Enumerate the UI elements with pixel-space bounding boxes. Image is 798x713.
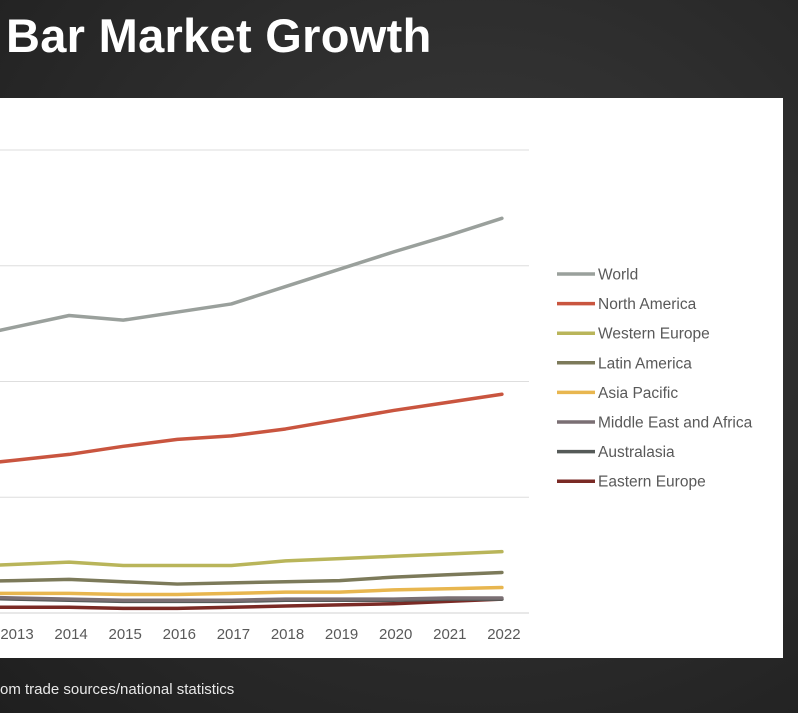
- x-tick-label: 2021: [433, 626, 466, 643]
- legend-label: Eastern Europe: [598, 474, 706, 491]
- x-tick-label: 2016: [163, 626, 196, 643]
- series-line: [0, 585, 504, 597]
- legend-label: North America: [598, 296, 697, 313]
- x-tick-label: 2017: [217, 626, 250, 643]
- series-line: [0, 597, 504, 611]
- x-tick-label: 2022: [487, 626, 520, 643]
- x-tick-label: 2019: [325, 626, 358, 643]
- series-line: [0, 392, 504, 464]
- series-line: [0, 549, 504, 568]
- x-tick-label: 2020: [379, 626, 412, 643]
- legend-label: Asia Pacific: [598, 385, 678, 402]
- x-tick-label: 2018: [271, 626, 304, 643]
- page-title: Bar Market Growth: [6, 9, 432, 62]
- series-line: [0, 216, 504, 333]
- source-footnote: om trade sources/national statistics: [0, 681, 235, 698]
- x-tick-label: 2014: [54, 626, 87, 643]
- series-line: [0, 595, 504, 603]
- legend-label: Middle East and Africa: [598, 415, 753, 432]
- legend-label: Latin America: [598, 355, 692, 372]
- x-tick-label: 2015: [109, 626, 142, 643]
- legend-label: World: [598, 267, 638, 284]
- legend-label: Western Europe: [598, 326, 710, 343]
- x-tick-label: 2013: [0, 626, 33, 643]
- series-line: [0, 570, 504, 586]
- legend-label: Australasia: [598, 444, 675, 461]
